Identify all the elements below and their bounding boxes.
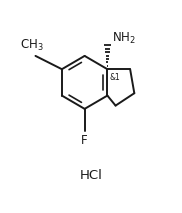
Text: CH$_3$: CH$_3$ (20, 38, 44, 53)
Text: F: F (81, 134, 88, 147)
Text: HCl: HCl (80, 169, 102, 182)
Text: &1: &1 (110, 73, 121, 82)
Text: NH$_2$: NH$_2$ (112, 31, 136, 46)
